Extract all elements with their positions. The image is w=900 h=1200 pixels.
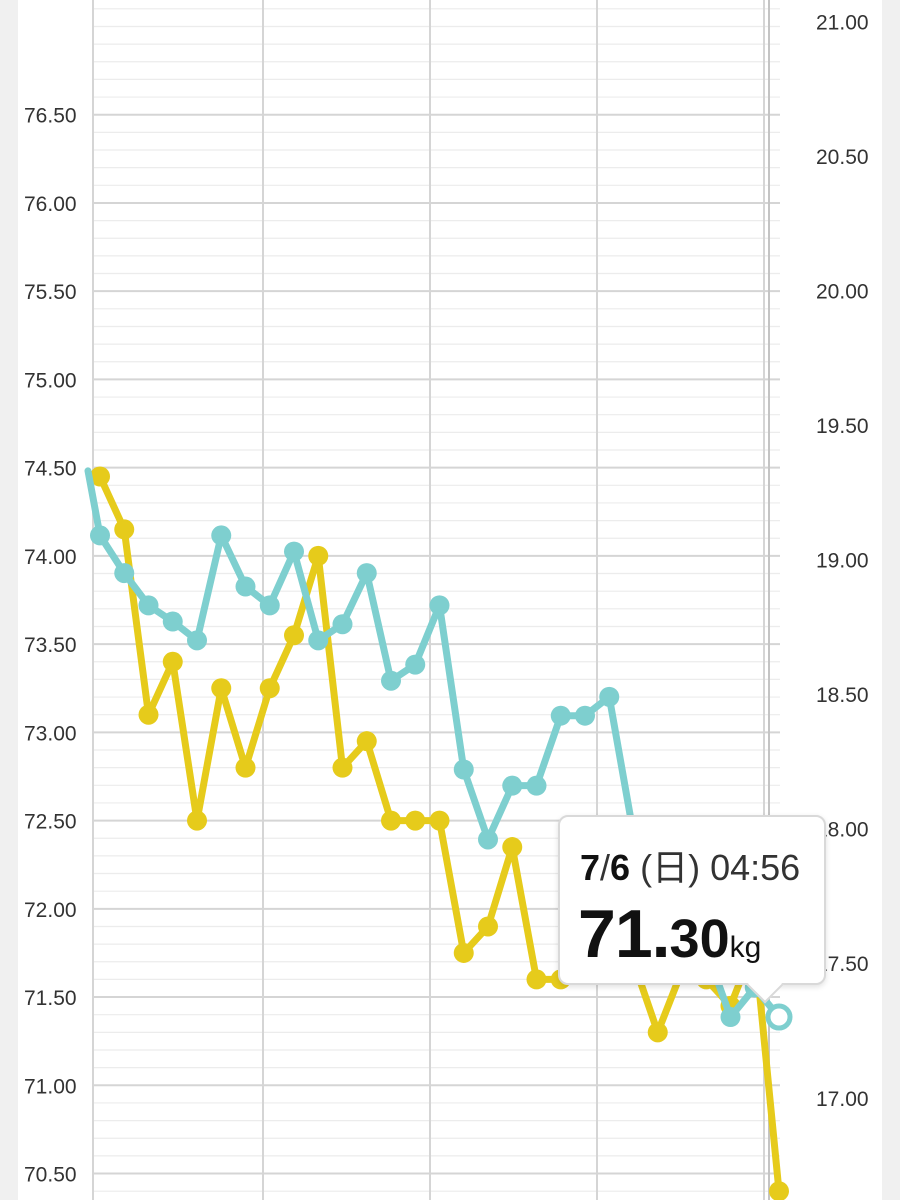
weight-data-point	[526, 969, 547, 990]
tooltip-day: 6	[610, 847, 631, 888]
weight-data-point	[429, 810, 450, 831]
major-gridlines	[93, 113, 780, 1175]
right-tick-label: 17.50	[816, 953, 869, 976]
bmi-data-point	[308, 630, 329, 651]
right-tick-label: 18.00	[816, 819, 869, 842]
bmi-data-point	[478, 829, 498, 850]
bmi-data-point	[162, 611, 183, 632]
bmi-data-point	[720, 1007, 741, 1028]
right-tick-label: 17.00	[816, 1088, 869, 1111]
left-tick-label: 71.50	[24, 987, 77, 1010]
left-tick-label: 76.50	[24, 105, 77, 128]
bmi-data-point	[405, 654, 426, 675]
left-tick-label: 75.50	[24, 281, 77, 304]
left-tick-label: 76.00	[24, 193, 77, 216]
weight-data-point	[332, 757, 353, 778]
weight-data-point	[114, 519, 135, 540]
bmi-data-point	[187, 630, 207, 651]
weight-data-point	[356, 731, 377, 752]
tooltip-value: 71.30kg	[578, 895, 761, 973]
tooltip-date-separator: /	[600, 847, 611, 888]
left-tick-label: 72.00	[24, 899, 77, 922]
weight-data-point	[308, 545, 329, 566]
right-tick-label: 19.00	[816, 550, 869, 573]
right-tick-label: 18.50	[816, 684, 869, 707]
weight-data-point	[405, 810, 426, 831]
bmi-data-point	[332, 614, 353, 635]
left-tick-label: 71.00	[24, 1075, 77, 1098]
bmi-data-point	[429, 595, 450, 616]
bmi-data-point	[502, 775, 523, 796]
bmi-data-point	[211, 525, 232, 546]
weight-data-point	[187, 810, 207, 831]
weight-data-point	[502, 837, 523, 858]
weight-data-point	[478, 916, 498, 937]
bmi-data-point	[138, 595, 159, 616]
bmi-data-point	[235, 576, 256, 597]
weight-data-point	[647, 1022, 668, 1043]
bmi-data-point	[356, 563, 377, 584]
right-tick-label: 21.00	[816, 12, 869, 35]
tooltip-value-integer: 71.	[578, 896, 671, 972]
weight-data-point	[259, 678, 280, 699]
tooltip-month: 7	[580, 847, 601, 888]
weight-data-point	[162, 651, 183, 672]
tooltip-date: 7/6 (日) 04:56	[580, 839, 800, 891]
bmi-data-point	[90, 525, 110, 546]
right-tick-label: 20.50	[816, 146, 869, 169]
left-tick-label: 73.50	[24, 634, 77, 657]
weight-data-point	[138, 704, 159, 725]
data-point-tooltip: 7/6 (日) 04:56 71.30kg	[558, 815, 826, 1004]
bmi-data-point	[526, 775, 547, 796]
left-tick-label: 73.00	[24, 722, 77, 745]
weight-data-point	[769, 1181, 789, 1200]
bmi-data-point	[453, 759, 474, 780]
left-tick-label: 75.00	[24, 369, 77, 392]
bmi-selected-point	[765, 1003, 793, 1031]
tooltip-time: 04:56	[710, 847, 801, 888]
weight-data-point	[211, 678, 232, 699]
left-tick-label: 70.50	[24, 1164, 77, 1187]
left-tick-label: 74.50	[24, 458, 77, 481]
right-tick-label: 19.50	[816, 415, 869, 438]
left-tick-label: 72.50	[24, 811, 77, 834]
bmi-data-point	[259, 595, 280, 616]
right-tick-label: 20.00	[816, 281, 869, 304]
weight-data-point	[381, 810, 401, 831]
weight-series	[90, 466, 789, 1200]
weight-data-point	[284, 625, 304, 646]
bmi-data-point	[550, 705, 571, 726]
left-axis-ticks: 70.50 71.00 71.50 72.00 72.50 73.00 73.50 74.00…	[24, 105, 77, 1187]
tooltip-unit: kg	[729, 931, 762, 964]
weight-data-point	[90, 466, 110, 487]
bmi-data-point	[575, 705, 595, 726]
weight-data-point	[453, 942, 474, 963]
tooltip-value-decimal: 30	[669, 909, 730, 969]
bmi-data-point	[599, 686, 620, 707]
tooltip-weekday: (日)	[640, 847, 701, 888]
weight-data-point	[235, 757, 256, 778]
right-axis-ticks: 17.00 17.50 18.00 18.50 19.00 19.50 20.00 20.50…	[816, 12, 869, 1111]
bmi-data-point	[284, 541, 304, 562]
left-tick-label: 74.00	[24, 546, 77, 569]
bmi-data-point	[114, 563, 135, 584]
bmi-data-point	[381, 670, 401, 691]
